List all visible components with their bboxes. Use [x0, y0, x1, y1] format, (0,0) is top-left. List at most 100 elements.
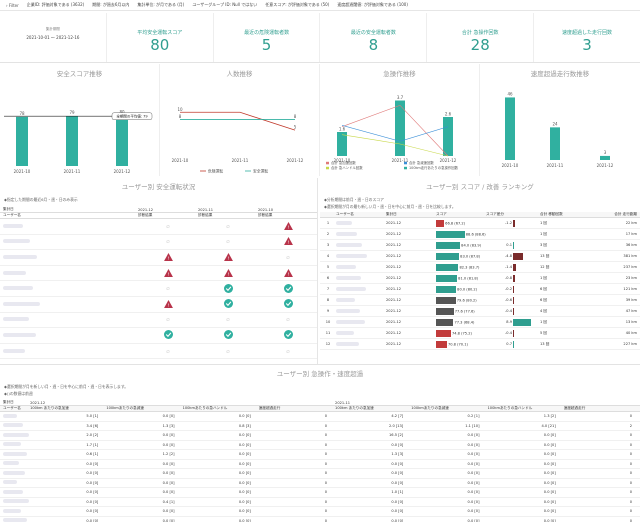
chart-title: 人数推移: [226, 70, 253, 78]
ranking-table: ユーザー名 集計日 スコア スコア差分 合計 移動回数 合計 走行距離 1 202…: [320, 212, 640, 350]
user-name-cell: [336, 240, 386, 251]
rank-no: 2: [326, 232, 330, 236]
score-bar: [436, 285, 456, 293]
score-bar: [436, 230, 465, 238]
table-row[interactable]: 0.0 [0] 0.0 [0] 0.0 [0] 0 0.0 [0] 0.0 [0] 0.0 …: [0, 507, 640, 516]
x-tick-label: 2021-12: [597, 163, 614, 168]
table-row[interactable]: 1 2021-12 66.8 (67.2) -1.2 1 回 22 km: [320, 218, 640, 229]
bar-value-label: 78: [19, 111, 25, 116]
metric-cell: 1.2 [2]: [162, 452, 175, 457]
score-bar: [436, 263, 459, 271]
check-circle-icon: [223, 283, 233, 294]
filter-item[interactable]: ユーザーグループ ID: Null ではない: [192, 2, 258, 7]
score-text: 66.8 (67.2): [445, 221, 466, 225]
svg-text:!: !: [287, 241, 289, 246]
table-row[interactable]: ∅ ∅!: [0, 219, 317, 235]
table-row[interactable]: ∅ ∅ ∅: [0, 312, 317, 328]
metric-cell: 0: [324, 433, 328, 438]
table-row[interactable]: 0.0 [0] 0.0 [0] 0.0 [0] 0 1.0 [1] 0.0 [0] 0.0 …: [0, 488, 640, 497]
table-row[interactable]: 0.0 [0] 0.0 [0] 0.0 [0] 0 0.0 [0] 0.0 [0] 0.0 …: [0, 516, 640, 522]
table-row[interactable]: 3.4 [6] 1.3 [3] 0.8 [3] 0 2.0 [13] 1.1 [10] 4.…: [0, 421, 640, 431]
metric-cell: 0.8 [3]: [238, 423, 251, 428]
count-cell: 5 回: [540, 330, 548, 335]
section-note: ◆()の数値は前週: [4, 391, 33, 396]
count-cell: 13 回: [540, 253, 550, 258]
filter-item[interactable]: 期間: が過去6月以内: [92, 2, 130, 7]
table-row[interactable]: !! ∅: [0, 250, 317, 266]
table-row[interactable]: !: [0, 296, 317, 313]
svg-text:!: !: [227, 256, 229, 261]
metric-cell: 0: [324, 423, 328, 428]
table-row[interactable]: 0.0 [0] 0.0 [0] 0.0 [0] 0 0.0 [0] 0.0 [0] 0.0 …: [0, 469, 640, 478]
kpi-period: 集計期間 2021-10-01 ～ 2021-12-16: [0, 13, 107, 62]
month-cell: 2021-12: [386, 254, 402, 258]
table-row[interactable]: 5 2021-12 82.3 (83.7) -1.4 12 回 237 km: [320, 262, 640, 273]
table-row[interactable]: ∅ ∅!: [0, 234, 317, 250]
table-row[interactable]: ∅: [0, 281, 317, 297]
filter-item[interactable]: 集計単位: が月である (月): [137, 2, 185, 7]
metric-cell: 0.0 [0]: [86, 509, 99, 514]
metric-cell: 0.0 [0]: [162, 471, 175, 476]
table-row[interactable]: 3 2021-12 84.0 (83.9) 0.1 3 回 36 km: [320, 240, 640, 251]
col-metric: 速度超過走行: [563, 406, 586, 410]
table-row[interactable]: !!!: [0, 265, 317, 281]
col-month: 2021-12: [138, 207, 154, 212]
diff-text: 8.9: [506, 320, 512, 324]
table-row[interactable]: 2 2021-12 88.6 (88.6) 1 回 17 km: [320, 229, 640, 240]
legend-label: 危険運転: [208, 169, 223, 174]
metric-cell: 0: [629, 452, 632, 457]
score-text: 79.6 (80.2): [456, 298, 477, 302]
metric-cell: 0: [324, 471, 328, 476]
series-line: [341, 134, 449, 157]
table-row[interactable]: 4 2021-12 83.0 (87.8) -4.8 13 回 381 km: [320, 251, 640, 262]
table-row[interactable]: 0.0 [0] 0.4 [1] 0.0 [0] 0 0.0 [0] 0.0 [0] 0.0 …: [0, 497, 640, 507]
table-row[interactable]: 11 2021-12 74.8 (75.2) -0.4 5 回 40 km: [320, 328, 640, 339]
score-bar: [66, 116, 78, 166]
table-row[interactable]: 0.6 [1] 1.2 [2] 0.0 [0] 0 1.3 [3] 0.0 [0] 0.0 …: [0, 450, 640, 459]
table-row[interactable]: 9 2021-12 77.6 (77.6) -0.4 4 回 47 km: [320, 306, 640, 317]
diff-cell: 0.7: [486, 339, 540, 350]
table-row[interactable]: 0.0 [0] 0.0 [0] 0.0 [0] 0 0.0 [0] 0.0 [0] 0.0 …: [0, 478, 640, 488]
diff-text: 0.1: [506, 243, 512, 247]
table-row[interactable]: 5.0 [1] 0.0 [0] 0.0 [0] 0 4.2 [7] 0.2 [1] 1.3 …: [0, 412, 640, 421]
table-row[interactable]: 6 2021-12 81.0 (81.8) -0.8 1 回 23 km: [320, 273, 640, 284]
rank-no: 10: [325, 320, 331, 324]
series-line: [341, 125, 449, 142]
table-row[interactable]: 12 2021-12 70.8 (70.1) 0.7 13 回 227 km: [320, 339, 640, 350]
warning-icon: !: [283, 268, 293, 278]
metric-cell: 0.0 [0]: [238, 461, 251, 466]
rank-no: 6: [326, 276, 330, 280]
filter-toggle[interactable]: › Filter: [6, 2, 19, 8]
x-tick-label: 2021-11: [547, 163, 564, 168]
month-cell: 2021-12: [386, 287, 402, 291]
bar-value-label: 3.7: [397, 95, 404, 100]
diff-text: -0.6: [504, 298, 512, 302]
score-cell: 66.8 (67.2): [436, 218, 486, 229]
table-row[interactable]: ∅ ∅ ∅: [0, 343, 317, 359]
filter-item[interactable]: 企業ID: 評価対象である (3632): [26, 2, 85, 7]
table-row[interactable]: [0, 328, 317, 344]
kpi-value: 5: [261, 36, 272, 54]
metric-cell: 1.3 [3]: [162, 423, 175, 428]
user-name-cell: [336, 262, 386, 273]
empty-icon: ∅: [166, 239, 170, 245]
table-row[interactable]: 2.0 [2] 0.0 [0] 0.0 [0] 0 16.5 [2] 0.0 [0] 0.0…: [0, 431, 640, 440]
distance-cell: 39 km: [625, 298, 637, 302]
table-row[interactable]: 8 2021-12 79.6 (80.2) -0.6 6 回 39 km: [320, 295, 640, 306]
filter-item[interactable]: 速度超過閾値: が評価対象である (100): [337, 2, 408, 7]
table-row[interactable]: 0.0 [0] 0.0 [0] 0.0 [0] 0 0.0 [0] 0.0 [0] 0.0 …: [0, 459, 640, 469]
metric-cell: 0.0 [0]: [467, 518, 480, 522]
table-row[interactable]: 1.7 [1] 0.0 [0] 0.0 [0] 0 0.0 [0] 0.0 [0] 0.0 …: [0, 440, 640, 450]
score-bar: [436, 274, 457, 282]
table-row[interactable]: 7 2021-12 80.0 (80.2) -0.2 6 回 121 km: [320, 284, 640, 295]
diff-bar: [513, 318, 531, 326]
metric-cell: 0: [324, 509, 328, 514]
status-cell: !: [258, 265, 317, 281]
empty-icon: ∅: [286, 254, 290, 260]
metric-cell: 0.0 [0]: [238, 414, 251, 419]
filter-item[interactable]: 任意スコア: が評価対象である (50): [265, 2, 330, 7]
table-row[interactable]: 10 2021-12 77.3 (68.4) 8.9 1 回 13 km: [320, 317, 640, 328]
metric-cell: 0.0 [0]: [86, 490, 99, 495]
empty-icon: ∅: [166, 317, 170, 323]
month-cell: 2021-12: [386, 276, 402, 280]
